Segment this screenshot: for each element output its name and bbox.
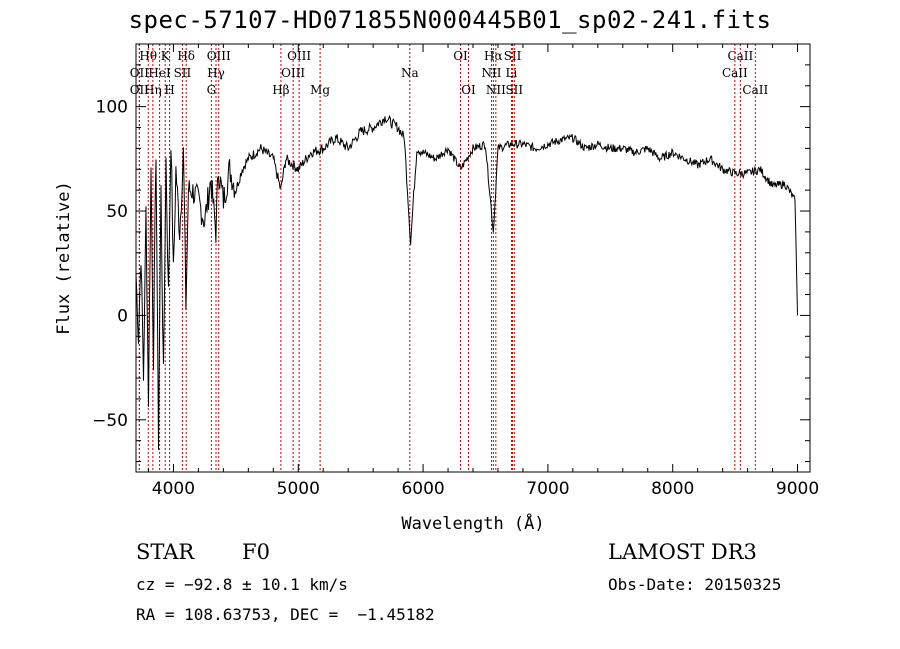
x-tick-label-5: 9000 — [776, 479, 819, 499]
object-class: STAR — [136, 540, 195, 564]
line-label-13: OIII — [281, 66, 305, 80]
line-label-9: OIII — [207, 49, 231, 63]
line-label-5: K — [161, 49, 171, 63]
plot-frame — [135, 43, 811, 473]
line-label-0: Hθ — [139, 49, 157, 63]
spectrum-line — [135, 114, 798, 450]
line-label-15: Mg — [310, 83, 330, 97]
chart-title: spec-57107-HD071855N000445B01_sp02-241.f… — [128, 6, 772, 34]
x-tick-label-0: 4000 — [152, 479, 195, 499]
line-label-27: CaII — [742, 83, 768, 97]
line-label-3: Hη — [144, 83, 162, 97]
line-label-2: OII — [130, 83, 150, 97]
line-label-25: CaII — [727, 49, 753, 63]
line-label-11: G — [207, 83, 217, 97]
ra-dec: RA = 108.63753, DEC = −1.45182 — [136, 605, 435, 624]
line-label-21: NII — [486, 83, 506, 97]
y-axis-label: Flux (relative) — [54, 181, 74, 335]
x-tick-label-4: 8000 — [651, 479, 694, 499]
line-label-6: H — [164, 83, 174, 97]
line-label-8: Hδ — [177, 49, 195, 63]
y-tick-label-3: 100 — [96, 98, 128, 118]
line-label-20: NII — [481, 66, 501, 80]
survey-label: LAMOST DR3 — [608, 540, 757, 564]
obs-date: Obs-Date: 20150325 — [608, 575, 782, 594]
line-label-14: OIII — [287, 49, 311, 63]
line-label-26: CaII — [722, 66, 748, 80]
line-label-16: Na — [401, 66, 419, 80]
line-label-19: Hα — [484, 49, 503, 63]
y-tick-label-2: 50 — [106, 202, 128, 222]
x-tick-label-1: 5000 — [277, 479, 320, 499]
line-label-10: Hγ — [207, 66, 225, 80]
line-label-12: Hβ — [272, 83, 289, 97]
line-label-22: SII — [504, 49, 522, 63]
redshift-cz: cz = −92.8 ± 10.1 km/s — [136, 575, 348, 594]
object-subclass: F0 — [242, 540, 270, 564]
y-tick-label-1: 0 — [117, 306, 128, 326]
line-label-4: HeI — [148, 66, 171, 80]
x-axis-label: Wavelength (Å) — [401, 512, 544, 534]
line-label-18: OI — [461, 83, 476, 97]
x-tick-label-3: 7000 — [526, 479, 569, 499]
line-label-7: SII — [174, 66, 192, 80]
x-tick-label-2: 6000 — [401, 479, 444, 499]
y-tick-label-0: −50 — [92, 411, 128, 431]
line-label-23: Li — [506, 66, 518, 80]
line-label-24: SII — [505, 83, 523, 97]
line-label-17: OI — [453, 49, 468, 63]
